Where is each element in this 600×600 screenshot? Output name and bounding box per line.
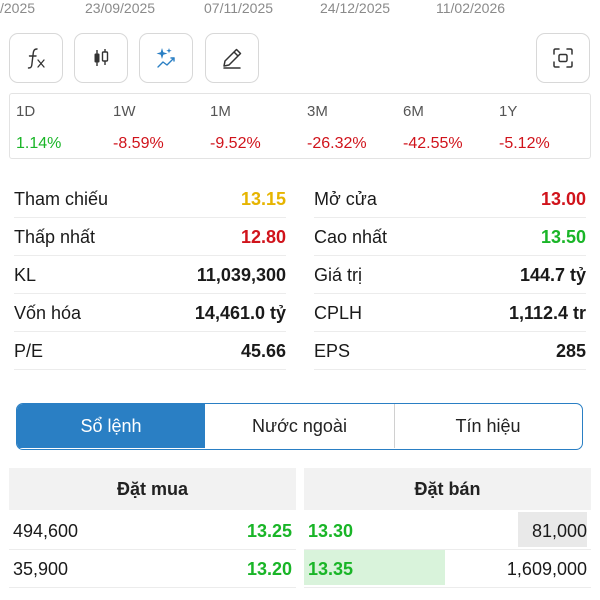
chart-date-axis: /2025 23/09/2025 07/11/2025 24/12/2025 1… [0,0,600,18]
stat-market-cap: Vốn hóa 14,461.0 tỷ [14,294,286,332]
stat-label: KL [14,265,37,285]
buy-volume: 494,600 [13,521,79,541]
divider [14,293,286,294]
sell-row[interactable]: 13.35 1,609,000 [304,550,591,588]
draw-button[interactable] [205,33,259,83]
stat-value: 11,039,300 [196,265,286,285]
divider [314,369,586,370]
divider [14,331,286,332]
stat-value: 13.00 [540,189,586,209]
period-label: 1W [113,103,136,120]
period-label: 3M [307,103,328,120]
tab-divider [394,404,395,448]
stat-open: Mở cửa 13.00 [314,180,586,218]
ai-analysis-button[interactable] [139,33,193,83]
period-performance: 1D 1.14% 1W -8.59% 1M -9.52% 3M -26.32% … [9,93,591,159]
period-value: 1.14% [16,135,62,152]
stat-label: Thấp nhất [14,227,96,247]
buy-price: 13.25 [246,521,292,541]
stat-value: 13.15 [240,189,286,209]
date-tick: /2025 [0,0,36,16]
divider [304,549,591,550]
stat-label: Tham chiếu [14,189,109,209]
function-icon [27,48,45,69]
stat-label: EPS [314,341,351,361]
period-value: -26.32% [307,135,367,152]
stat-shares-outstanding: CPLH 1,112.4 tr [314,294,586,332]
tab-signals[interactable]: Tín hiệu [455,415,521,436]
sell-price: 13.30 [308,521,354,541]
stat-pe: P/E 45.66 [14,332,286,370]
stat-low: Thấp nhất 12.80 [14,218,286,256]
divider [14,217,286,218]
divider [314,293,586,294]
stat-label: CPLH [314,303,363,323]
tab-foreign[interactable]: Nước ngoài [252,415,347,436]
period-value: -8.59% [113,135,164,152]
stat-value: 285 [555,341,586,361]
tab-order-book[interactable]: Sổ lệnh [17,404,205,448]
stat-label: Giá trị [314,265,363,285]
sell-header: Đặt bán [304,468,591,510]
buy-row[interactable]: 494,600 13.25 [9,512,296,550]
period-label: 1M [210,103,231,120]
chart-toolbar [0,33,600,83]
buy-row[interactable]: 35,900 13.20 [9,550,296,588]
period-label: 6M [403,103,424,120]
stat-value: 12.80 [240,227,286,247]
chart-type-button[interactable] [74,33,128,83]
sparkle-chart-icon [156,48,175,68]
sell-row[interactable]: 13.30 81,000 [304,512,591,550]
date-tick: 24/12/2025 [320,0,391,16]
date-tick: 07/11/2025 [204,0,274,16]
divider [314,217,586,218]
pencil-icon [223,48,242,69]
divider [314,255,586,256]
divider [314,331,586,332]
stat-volume: KL 11,039,300 [14,256,286,294]
period-value: -9.52% [210,135,261,152]
stat-label: Mở cửa [314,189,377,209]
sell-volume: 81,000 [531,521,587,541]
stat-high: Cao nhất 13.50 [314,218,586,256]
stat-value: 144.7 tỷ [519,265,586,285]
candlestick-icon [94,49,109,66]
stat-label: P/E [14,341,44,361]
stat-value: 1,112.4 tr [508,303,586,323]
stat-label: Cao nhất [314,227,388,247]
sell-depth-bar [304,550,445,585]
stat-eps: EPS 285 [314,332,586,370]
date-tick: 11/02/2026 [436,0,506,16]
date-tick: 23/09/2025 [85,0,156,16]
scan-icon [553,48,573,68]
stat-reference: Tham chiếu 13.15 [14,180,286,218]
period-label: 1D [16,103,36,120]
stat-value: 14,461.0 tỷ [194,303,286,323]
sell-volume: 1,609,000 [506,559,587,579]
divider [304,587,591,588]
buy-header: Đặt mua [9,468,296,510]
stat-value: 45.66 [240,341,286,361]
buy-volume: 35,900 [13,559,69,579]
sell-price: 13.35 [308,559,354,579]
fullscreen-button[interactable] [536,33,590,83]
sell-depth-bar [518,512,587,547]
stat-value: 13.50 [540,227,586,247]
detail-tabs: Sổ lệnh Nước ngoài Tín hiệu [16,403,583,450]
divider [9,587,296,588]
period-label: 1Y [499,103,518,120]
period-value: -42.55% [403,135,463,152]
indicator-button[interactable] [9,33,63,83]
divider [14,255,286,256]
divider [14,369,286,370]
stat-value-traded: Giá trị 144.7 tỷ [314,256,586,294]
divider [9,549,296,550]
stat-label: Vốn hóa [14,303,82,323]
buy-price: 13.20 [246,559,292,579]
period-value: -5.12% [499,135,550,152]
